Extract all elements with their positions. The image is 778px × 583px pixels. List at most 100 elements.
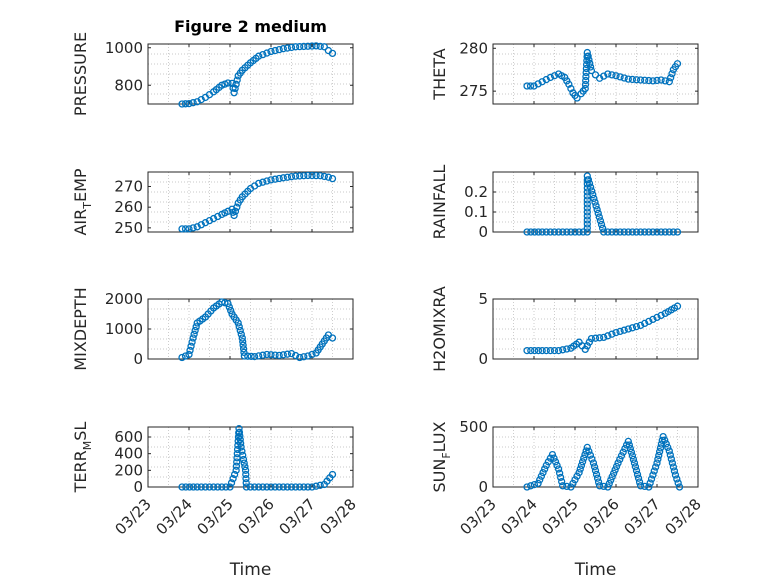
data-point (226, 483, 234, 491)
data-point (591, 334, 600, 342)
data-point (534, 228, 543, 236)
data-point (271, 46, 279, 55)
data-point (673, 475, 681, 483)
data-point (585, 179, 594, 188)
data-point (645, 317, 653, 326)
y-axis-label: MIXDEPTH (71, 287, 90, 370)
data-point (181, 100, 190, 108)
data-point (300, 172, 308, 180)
data-point (583, 342, 591, 350)
data-point (655, 451, 663, 460)
data-point (651, 463, 660, 471)
axes-box (147, 426, 354, 488)
data-point (225, 303, 233, 311)
data-point (628, 452, 637, 460)
data-point (308, 483, 316, 491)
data-point (628, 324, 637, 332)
data-point (238, 334, 246, 342)
data-point (178, 483, 186, 491)
data-point (246, 483, 255, 491)
data-point (554, 465, 563, 473)
data-point (275, 174, 283, 183)
data-point (550, 346, 559, 355)
data-point (534, 346, 543, 355)
data-point (188, 338, 196, 346)
axes-box (147, 43, 354, 105)
x-tick-label: 03/23 (112, 495, 155, 538)
y-tick-label: 1000 (105, 320, 143, 338)
data-point (242, 475, 250, 483)
data-point (523, 82, 531, 90)
data-point (616, 455, 624, 464)
y-label-subscript: T (81, 202, 94, 210)
data-point (583, 216, 591, 224)
data-point (671, 471, 680, 479)
data-point (647, 475, 656, 483)
data-point (546, 346, 555, 355)
data-point (624, 228, 632, 236)
data-point (554, 346, 563, 355)
data-point (181, 225, 190, 233)
data-point (616, 73, 624, 81)
data-point (233, 203, 241, 211)
axes-box (492, 171, 699, 233)
data-point (598, 224, 607, 232)
data-point (632, 322, 641, 331)
data-point (534, 80, 542, 88)
data-point (583, 224, 591, 232)
data-point (539, 468, 547, 477)
data-point (255, 483, 263, 491)
data-point (627, 448, 636, 456)
data-point (592, 470, 601, 479)
data-point (585, 447, 593, 455)
data-point (591, 466, 600, 475)
data-point (662, 440, 670, 448)
data-point (190, 330, 198, 338)
data-point (567, 228, 575, 236)
data-point (653, 459, 661, 467)
data-point (581, 80, 590, 89)
data-point (240, 348, 248, 357)
data-point (232, 462, 241, 470)
data-point (530, 346, 539, 355)
data-point (304, 171, 312, 180)
data-point (523, 483, 531, 491)
data-point (312, 482, 320, 490)
data-point (567, 84, 575, 93)
data-point (657, 311, 665, 320)
data-point (645, 228, 653, 236)
x-tick-label: 03/26 (235, 495, 278, 538)
data-point (590, 194, 598, 203)
data-point (232, 466, 240, 474)
data-point (595, 334, 604, 342)
data-point (291, 483, 300, 491)
data-point (630, 459, 639, 467)
data-point (304, 352, 312, 360)
x-axis-label: Time (229, 560, 272, 580)
y-axis-label: SUNFLUX (430, 421, 453, 492)
data-point (191, 326, 199, 335)
data-point (233, 458, 241, 466)
data-point (608, 473, 616, 481)
data-point (185, 483, 194, 491)
y-tick-label: 500 (459, 418, 488, 436)
data-point (653, 76, 661, 85)
data-point (577, 461, 586, 470)
data-point (595, 482, 604, 490)
data-point (586, 59, 594, 68)
data-point (653, 313, 661, 322)
data-point (600, 482, 608, 491)
data-point (182, 483, 190, 491)
data-point (222, 483, 230, 491)
y-tick-label: 5 (478, 290, 488, 308)
data-point (583, 208, 591, 216)
data-point (255, 352, 263, 360)
data-point (231, 207, 240, 215)
data-point (205, 216, 214, 225)
y-axis-label: TERRMSL (71, 422, 94, 494)
data-point (296, 353, 304, 362)
data-point (291, 172, 300, 180)
data-point (542, 461, 550, 470)
data-point (583, 48, 591, 57)
data-point (240, 459, 248, 467)
